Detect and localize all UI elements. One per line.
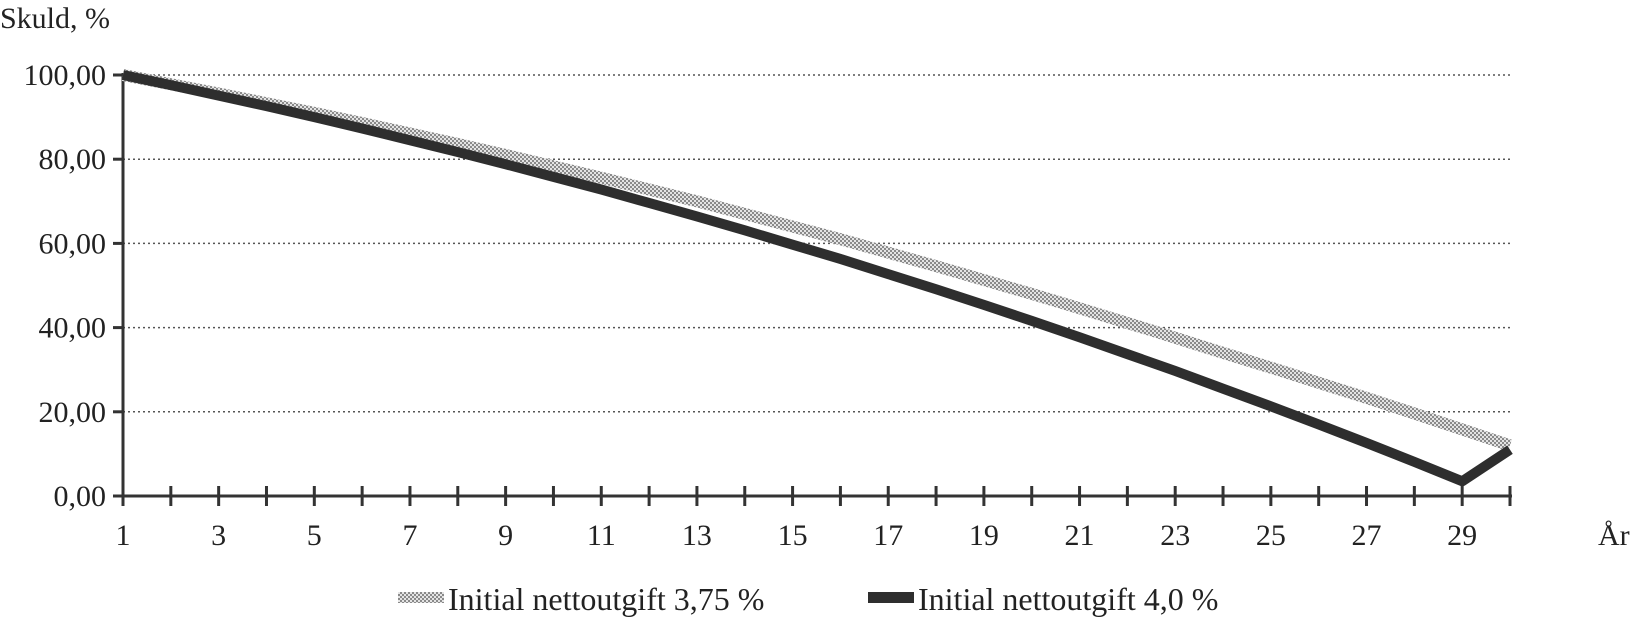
x-tick-label: 19: [969, 519, 999, 552]
legend-label: Initial nettoutgift 4,0 %: [918, 581, 1218, 617]
y-tick-label: 40,00: [39, 312, 107, 345]
x-tick-label: 5: [307, 519, 322, 552]
x-tick-label: 17: [873, 519, 903, 552]
series-line-3-75: [121, 69, 1512, 452]
x-tick-label: 9: [498, 519, 513, 552]
x-tick-labels: 1 3 5 7 9 11 13 15 17 19 21 23 25 27 29: [116, 519, 1478, 552]
x-tick-label: 23: [1160, 519, 1190, 552]
x-tick-label: 3: [211, 519, 226, 552]
series-line-4-0: [121, 70, 1513, 487]
axes: [113, 73, 1512, 506]
x-tick-label: 21: [1065, 519, 1095, 552]
series-lines: [121, 69, 1513, 487]
y-tick-label: 80,00: [39, 143, 107, 176]
x-tick-label: 1: [116, 519, 131, 552]
x-axis-title: År: [1598, 519, 1630, 552]
x-tick-label: 27: [1352, 519, 1382, 552]
x-tick-label: 7: [402, 519, 417, 552]
y-tick-label: 60,00: [39, 227, 107, 260]
y-tick-label: 20,00: [39, 396, 107, 429]
x-tick-label: 15: [778, 519, 808, 552]
x-tick-label: 25: [1256, 519, 1286, 552]
legend-label: Initial nettoutgift 3,75 %: [448, 581, 764, 617]
y-axis-title: Skuld, %: [0, 2, 110, 35]
legend-swatch-3-75: [398, 592, 444, 603]
y-tick-label: 0,00: [54, 480, 107, 513]
y-tick-label: 100,00: [24, 59, 107, 92]
x-tick-label: 29: [1447, 519, 1477, 552]
legend: Initial nettoutgift 3,75 % Initial nettou…: [398, 581, 1218, 617]
x-tick-label: 13: [682, 519, 712, 552]
x-tick-label: 11: [587, 519, 616, 552]
legend-swatch-4-0: [868, 592, 914, 603]
y-tick-labels: 0,00 20,00 40,00 60,00 80,00 100,00: [24, 59, 107, 513]
